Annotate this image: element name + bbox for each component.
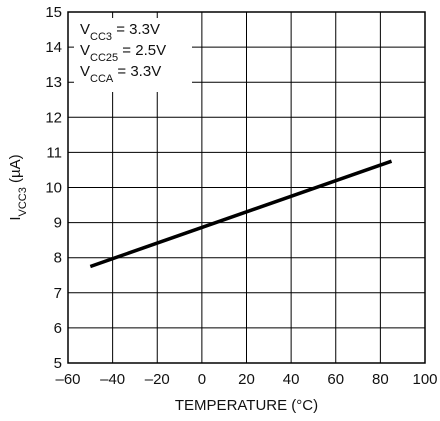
grid <box>67 11 426 364</box>
annotation-line-2: VCC25 = 2.5V <box>80 42 166 64</box>
x-tick-label: 100 <box>412 371 437 388</box>
x-tick-label: 60 <box>327 371 344 388</box>
y-tick-label: 9 <box>54 215 62 232</box>
x-tick-label: 0 <box>198 371 206 388</box>
y-tick-label: 6 <box>54 320 62 337</box>
x-tick-label: –40 <box>100 371 125 388</box>
x-tick-label: 80 <box>372 371 389 388</box>
annotation-line-1: VCC3 = 3.3V <box>80 21 160 43</box>
annotation-line-3: VCCA = 3.3V <box>80 63 161 85</box>
y-tick-label: 13 <box>45 74 62 91</box>
y-tick-labels: 5 6 7 8 9 10 11 12 13 14 15 <box>45 4 62 372</box>
x-tick-label: 40 <box>283 371 300 388</box>
x-tick-label: –60 <box>55 371 80 388</box>
annotation-line-2-main: V <box>80 42 90 59</box>
y-tick-label: 7 <box>54 285 62 302</box>
y-axis-title-subscript: VCC3 <box>17 187 29 216</box>
series-line-0 <box>89 159 393 269</box>
annotation-line-3-rest: = 3.3V <box>113 63 161 80</box>
annotation-line-3-sub: CCA <box>90 73 114 85</box>
annotation-line-2-sub: CC25 <box>90 52 118 64</box>
series-group <box>89 159 393 269</box>
annotation-line-1-main: V <box>80 21 90 38</box>
x-tick-label: 20 <box>238 371 255 388</box>
y-tick-label: 11 <box>46 144 62 161</box>
annotation-line-2-rest: = 2.5V <box>118 42 166 59</box>
annotation: VCC3 = 3.3V VCC25 = 2.5V VCCA = 3.3V <box>80 21 166 85</box>
y-tick-label: 12 <box>45 109 62 126</box>
y-axis-title-unit: (µA) <box>7 154 24 187</box>
y-tick-label: 10 <box>45 180 62 197</box>
y-tick-label: 8 <box>54 250 62 267</box>
annotation-line-1-sub: CC3 <box>90 31 112 43</box>
x-axis-title-text: TEMPERATURE (°C) <box>175 397 318 414</box>
plot-frame <box>67 11 426 364</box>
y-tick-label: 15 <box>45 4 62 21</box>
annotation-line-1-rest: = 3.3V <box>112 21 160 38</box>
annotation-background <box>74 18 192 92</box>
y-axis-title: IVCC3 (µA) <box>7 154 29 220</box>
x-axis-title: TEMPERATURE (°C) <box>175 397 318 414</box>
x-tick-label: –20 <box>145 371 170 388</box>
x-tick-labels: –60 –40 –20 0 20 40 60 80 100 <box>55 371 437 388</box>
annotation-line-3-main: V <box>80 63 90 80</box>
y-tick-label: 5 <box>54 355 62 372</box>
y-axis-title-main: I <box>7 216 24 220</box>
y-tick-label: 14 <box>45 39 62 56</box>
